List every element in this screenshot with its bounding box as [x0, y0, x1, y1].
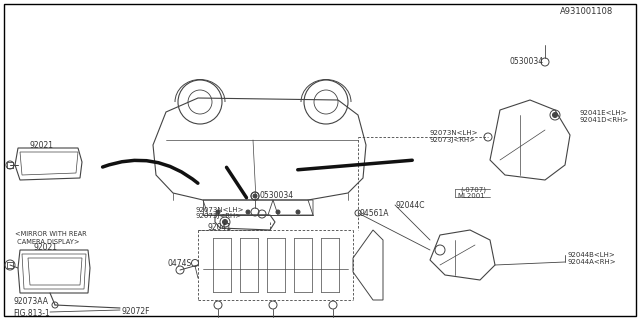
Circle shape	[276, 210, 280, 214]
Text: A931001108: A931001108	[560, 7, 613, 17]
Text: 92044A<RH>: 92044A<RH>	[567, 259, 616, 265]
Text: <MIRROR WITH REAR
 CAMERA DISPLAY>: <MIRROR WITH REAR CAMERA DISPLAY>	[15, 231, 87, 244]
Text: 92073N<LH>: 92073N<LH>	[430, 130, 479, 136]
Text: 92073J<RH>: 92073J<RH>	[430, 137, 476, 143]
Text: 92044C: 92044C	[396, 201, 426, 210]
Text: ML2001: ML2001	[457, 193, 484, 199]
Text: 92073J<RH>: 92073J<RH>	[195, 213, 241, 219]
Circle shape	[552, 113, 557, 117]
Text: 94561A: 94561A	[360, 209, 390, 218]
Text: 92021: 92021	[33, 244, 57, 252]
Text: 0530034: 0530034	[260, 191, 294, 201]
Text: 92041E<LH>: 92041E<LH>	[580, 110, 627, 116]
Text: 92041: 92041	[208, 223, 232, 233]
Text: 92021: 92021	[30, 140, 54, 149]
Circle shape	[253, 194, 257, 198]
Text: 92073N<LH>: 92073N<LH>	[195, 207, 243, 213]
Text: 92072F: 92072F	[122, 307, 150, 316]
Circle shape	[296, 210, 300, 214]
Text: FIG.813-1: FIG.813-1	[13, 308, 50, 317]
Text: 0474S: 0474S	[167, 259, 191, 268]
Text: 92073AA: 92073AA	[13, 298, 48, 307]
Circle shape	[223, 220, 227, 225]
Circle shape	[216, 210, 220, 214]
Text: (-0707): (-0707)	[460, 187, 486, 193]
Text: 92041D<RH>: 92041D<RH>	[580, 117, 629, 123]
Text: 0530034: 0530034	[510, 58, 544, 67]
Text: 92044B<LH>: 92044B<LH>	[567, 252, 615, 258]
Circle shape	[246, 210, 250, 214]
